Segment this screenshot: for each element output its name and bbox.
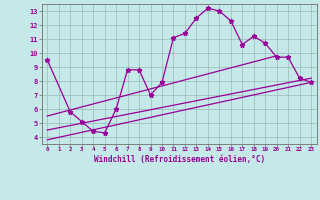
X-axis label: Windchill (Refroidissement éolien,°C): Windchill (Refroidissement éolien,°C) <box>94 155 265 164</box>
